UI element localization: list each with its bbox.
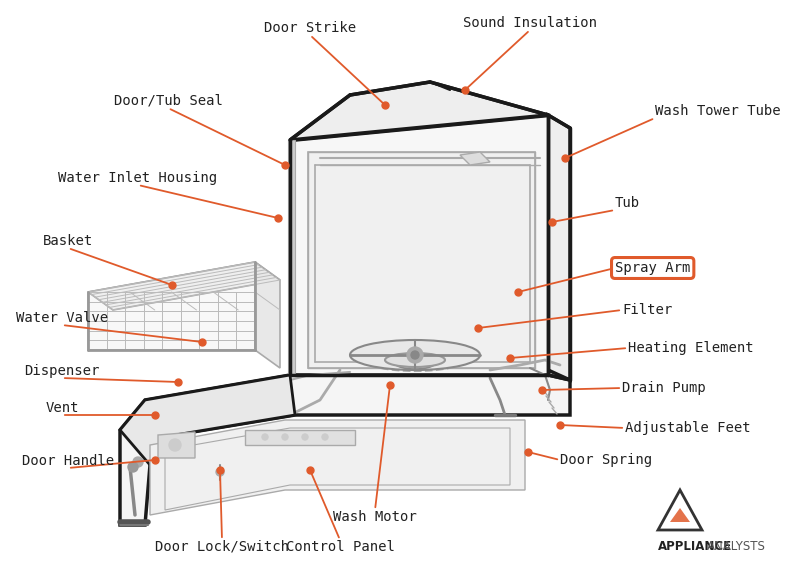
Ellipse shape (350, 340, 480, 370)
Text: Water Valve: Water Valve (16, 311, 108, 325)
Circle shape (262, 434, 268, 440)
Polygon shape (290, 82, 548, 140)
Text: Water Inlet Housing: Water Inlet Housing (58, 171, 218, 185)
Circle shape (133, 457, 143, 467)
Polygon shape (88, 262, 255, 350)
Ellipse shape (385, 353, 445, 367)
Circle shape (411, 351, 419, 359)
Circle shape (128, 462, 138, 472)
Text: Control Panel: Control Panel (286, 540, 394, 554)
Text: Spray Arm: Spray Arm (615, 261, 690, 275)
Polygon shape (548, 115, 570, 380)
Text: Adjustable Feet: Adjustable Feet (625, 421, 750, 435)
Polygon shape (120, 375, 295, 465)
Text: APPLIANCE: APPLIANCE (658, 540, 732, 553)
Circle shape (169, 439, 181, 451)
Polygon shape (308, 152, 535, 368)
Polygon shape (255, 262, 280, 368)
Polygon shape (670, 508, 690, 522)
Text: Wash Tower Tube: Wash Tower Tube (655, 104, 781, 118)
Polygon shape (150, 420, 525, 515)
Text: Wash Motor: Wash Motor (333, 510, 417, 524)
Circle shape (407, 347, 423, 363)
Text: Dispenser: Dispenser (24, 364, 100, 378)
Polygon shape (158, 432, 195, 458)
Polygon shape (88, 262, 280, 310)
Ellipse shape (395, 357, 435, 369)
Text: Door Handle: Door Handle (22, 454, 114, 468)
Polygon shape (288, 140, 295, 375)
Polygon shape (245, 430, 355, 445)
Polygon shape (460, 152, 490, 165)
Text: Vent: Vent (46, 401, 78, 415)
Circle shape (322, 434, 328, 440)
Text: Basket: Basket (43, 234, 93, 248)
Text: Door Lock/Switch: Door Lock/Switch (155, 540, 289, 554)
Text: ANALYSTS: ANALYSTS (707, 540, 766, 553)
Text: Sound Insulation: Sound Insulation (463, 16, 597, 30)
Text: Tub: Tub (615, 196, 640, 210)
Text: Heating Element: Heating Element (628, 341, 754, 355)
Circle shape (216, 468, 224, 476)
Text: Door Spring: Door Spring (560, 453, 652, 467)
Text: Door Strike: Door Strike (264, 21, 356, 35)
Text: Drain Pump: Drain Pump (622, 381, 706, 395)
Polygon shape (290, 115, 548, 375)
Circle shape (302, 434, 308, 440)
Text: Filter: Filter (622, 303, 672, 317)
Polygon shape (120, 375, 570, 525)
Text: Door/Tub Seal: Door/Tub Seal (114, 94, 222, 108)
Circle shape (282, 434, 288, 440)
